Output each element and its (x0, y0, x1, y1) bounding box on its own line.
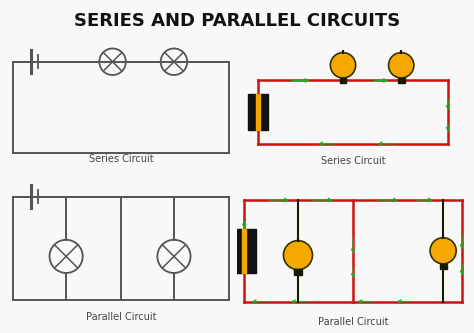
Text: Series Circuit: Series Circuit (89, 154, 153, 164)
Circle shape (389, 53, 414, 78)
Circle shape (430, 238, 456, 264)
Circle shape (283, 241, 312, 270)
Bar (242, 229, 246, 272)
Bar (339, 78, 346, 83)
Bar (294, 269, 302, 275)
Bar (248, 94, 268, 130)
Text: Parallel Circuit: Parallel Circuit (318, 317, 388, 327)
Text: Series Circuit: Series Circuit (321, 157, 385, 166)
Circle shape (330, 53, 356, 78)
Text: SERIES AND PARALLEL CIRCUITS: SERIES AND PARALLEL CIRCUITS (74, 12, 400, 30)
Bar (233, 229, 256, 272)
Bar (256, 94, 260, 130)
Text: Parallel Circuit: Parallel Circuit (86, 312, 156, 322)
Bar (398, 78, 405, 83)
Bar (439, 263, 447, 269)
